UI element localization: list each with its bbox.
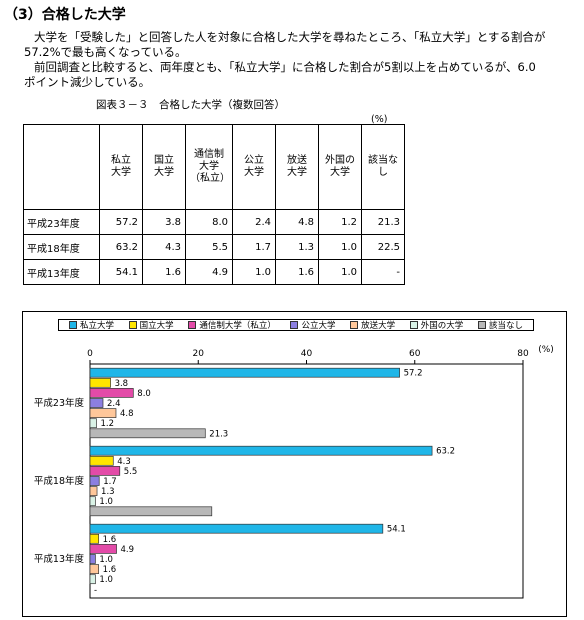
data-label: 57.2	[404, 369, 423, 379]
legend-item: 放送大学	[350, 319, 395, 331]
col-header-none: 該当なし	[361, 124, 405, 210]
data-label: 1.2	[100, 419, 114, 429]
legend-item: 私立大学	[69, 319, 114, 331]
table-cell: 4.9	[185, 259, 233, 285]
bar	[89, 428, 206, 439]
legend-item: 通信制大学（私立）	[188, 319, 276, 331]
x-tick-label: 20	[193, 349, 205, 359]
bar	[89, 574, 96, 585]
row-header: 平成13年度	[23, 259, 100, 285]
data-label: 1.6	[103, 535, 117, 545]
legend-item: 該当なし	[477, 319, 523, 331]
bar	[89, 377, 111, 388]
col-header-national: 国立 大学	[142, 124, 186, 210]
table-cell: 1.0	[232, 259, 276, 285]
bar	[89, 466, 121, 476]
x-tick-label: 40	[301, 349, 313, 359]
bar	[89, 554, 96, 564]
bar	[89, 455, 114, 466]
category-label: 平成18年度	[34, 475, 85, 487]
bar	[89, 544, 117, 554]
bar	[89, 533, 100, 544]
x-tick-label: 0	[87, 349, 93, 359]
chart-frame	[22, 311, 567, 617]
bar	[89, 523, 384, 534]
bar	[89, 564, 100, 574]
data-label: 1.7	[103, 477, 117, 487]
table-row: 平成13年度 54.1 1.6 4.9 1.0 1.6 1.0 -	[23, 259, 405, 285]
legend-swatch	[69, 321, 77, 329]
bar	[89, 398, 104, 408]
paragraph-2-line-1: 前回調査と比較すると、両年度とも、「私立大学」に合格した割合が5割以上を占めてい…	[34, 60, 536, 74]
table-cell: 63.2	[99, 234, 143, 260]
data-table: 私立 大学 国立 大学 通信制 大学 （私立） 公立 大学 放送 大学 外国の 大学 該当なし…	[23, 124, 405, 285]
bar	[89, 445, 433, 456]
plot-area	[89, 363, 524, 599]
bar	[89, 418, 97, 429]
data-label: 54.1	[387, 525, 406, 535]
table-cell: 22.5	[361, 234, 405, 260]
table-cell: 4.8	[275, 209, 319, 235]
table-header-row: 私立 大学 国立 大学 通信制 大学 （私立） 公立 大学 放送 大学 外国の 大学 該当なし	[23, 124, 405, 210]
table-cell: 1.2	[318, 209, 362, 235]
data-label: 63.2	[436, 447, 455, 457]
data-label: 5.5	[124, 467, 138, 477]
data-label: 8.0	[137, 389, 151, 399]
legend-swatch	[477, 321, 486, 329]
x-tick-label: 60	[409, 349, 421, 359]
data-label: -	[94, 585, 97, 595]
legend-item: 公立大学	[290, 319, 335, 331]
bar	[89, 506, 213, 517]
table-cell: 2.4	[232, 209, 276, 235]
paragraph-1-line-1: 大学を「受験した」と回答した人を対象に合格した大学を尋ねたところ、「私立大学」と…	[34, 30, 546, 44]
col-header-broadcast: 放送 大学	[275, 124, 319, 210]
legend-swatch	[290, 321, 299, 329]
data-label: 1.0	[99, 575, 113, 585]
table-cell: -	[361, 259, 405, 285]
bar	[89, 496, 96, 507]
data-label: 4.3	[117, 457, 131, 467]
data-label: 3.8	[115, 379, 129, 389]
data-label: 1.0	[99, 555, 113, 565]
paragraph-2-line-2: ポイント減少している。	[24, 75, 151, 89]
data-label: 2.4	[107, 399, 121, 409]
table-row: 平成18年度 63.2 4.3 5.5 1.7 1.3 1.0 22.5	[23, 234, 405, 260]
category-label: 平成13年度	[34, 553, 85, 565]
legend-item: 外国の大学	[409, 319, 463, 331]
table-caption: 図表３－３ 合格した大学（複数回答）	[96, 99, 285, 111]
table-cell: 54.1	[99, 259, 143, 285]
col-header-private: 私立 大学	[99, 124, 143, 210]
legend-swatch	[350, 321, 359, 329]
data-label: 1.3	[101, 487, 115, 497]
table-cell: 1.0	[318, 234, 362, 260]
data-label: 1.0	[99, 497, 113, 507]
section-heading: （3）合格した大学	[4, 7, 126, 23]
col-header-correspondence: 通信制 大学 （私立）	[185, 124, 233, 210]
data-label: 1.6	[103, 565, 117, 575]
bar	[89, 486, 98, 496]
data-label: 4.8	[120, 409, 134, 419]
table-unit: (%)	[371, 114, 388, 125]
table-cell: 1.3	[275, 234, 319, 260]
paragraph-1-line-2: 57.2%で最も高くなっている。	[24, 45, 187, 59]
legend-item: 国立大学	[128, 319, 174, 331]
legend-swatch	[128, 321, 137, 329]
data-label: 21.3	[209, 429, 228, 439]
chart-legend: 私立大学 国立大学 通信制大学（私立） 公立大学 放送大学 外国の大学 該当なし	[58, 319, 534, 331]
table-cell: 1.7	[232, 234, 276, 260]
x-tick-label: 80	[517, 349, 529, 359]
axis-unit-label: (%)	[538, 345, 554, 355]
legend-swatch	[409, 321, 418, 329]
table-cell: 57.2	[99, 209, 143, 235]
data-label: 4.9	[121, 545, 135, 555]
bar	[89, 408, 117, 418]
bar	[89, 388, 134, 398]
category-label: 平成23年度	[34, 397, 85, 409]
legend-swatch	[188, 321, 197, 329]
bar	[89, 367, 400, 378]
bar	[89, 476, 100, 486]
